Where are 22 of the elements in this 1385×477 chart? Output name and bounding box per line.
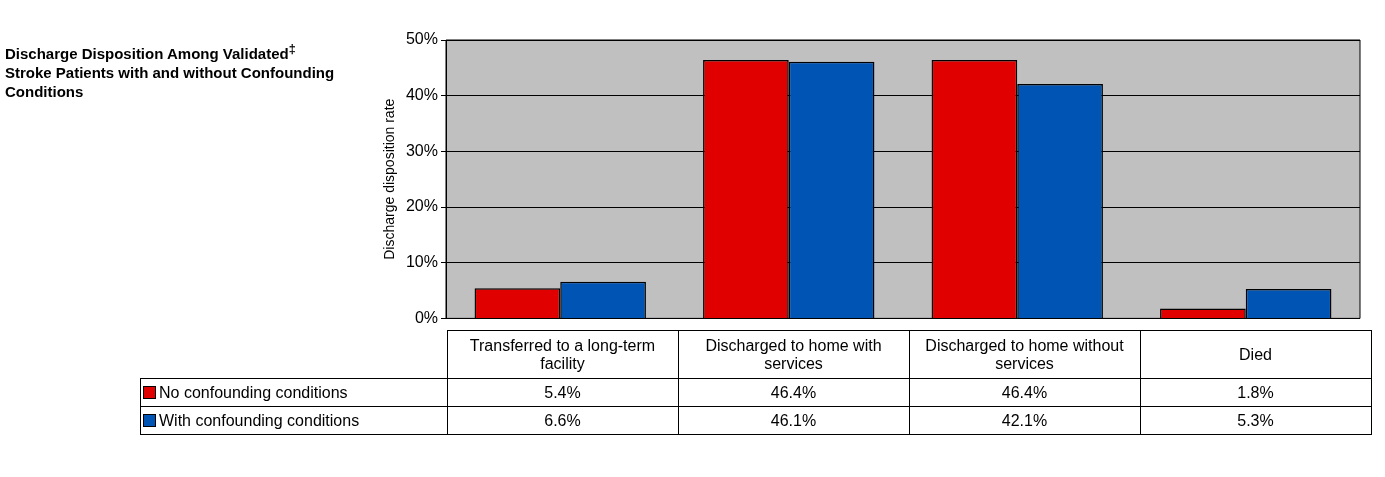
y-tick-label: 30% xyxy=(405,141,438,159)
legend-label: With confounding conditions xyxy=(140,406,447,435)
y-tick-label: 0% xyxy=(414,308,438,326)
data-label: 5.4% xyxy=(447,378,678,407)
x-tick-label: Transferred to a long-term facility xyxy=(447,330,678,379)
x-tick-label: Discharged to home without services xyxy=(909,330,1140,379)
data-label: 46.4% xyxy=(678,378,909,407)
y-tick-label: 40% xyxy=(405,86,438,104)
x-tick-label: Died xyxy=(1140,330,1371,379)
text: Discharge Disposition Among Validated$^{‡}$ Stroke Patients with and without Confounding Conditions xyxy=(5,41,335,101)
data-label: 1.8% xyxy=(1140,378,1371,407)
data-label: 5.3% xyxy=(1140,406,1371,435)
y-tick-label: 20% xyxy=(405,197,438,215)
x-tick-label: Discharged to home with services xyxy=(678,330,909,379)
y-tick-label: 10% xyxy=(405,253,438,271)
y-axis-title: Discharge disposition rate xyxy=(381,98,398,260)
data-label: 6.6% xyxy=(447,406,678,435)
data-label: 46.1% xyxy=(678,406,909,435)
legend-label: No confounding conditions xyxy=(140,378,447,407)
data-label: 46.4% xyxy=(909,378,1140,407)
data-label: 42.1% xyxy=(909,406,1140,435)
y-tick-label: 50% xyxy=(405,30,438,48)
